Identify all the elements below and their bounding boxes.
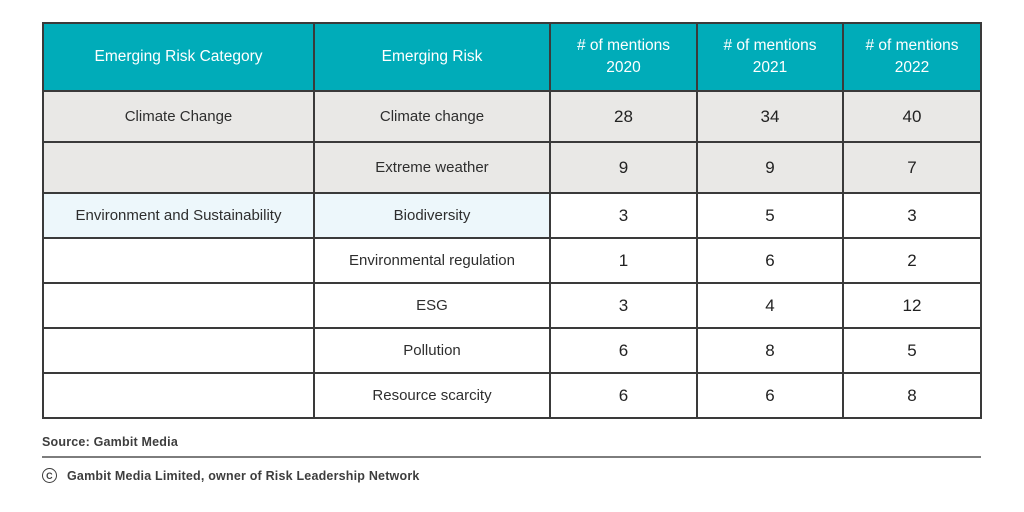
table-row-environmental-regulation: Environmental regulation 1 6 2 xyxy=(42,237,982,284)
risk-cell: Resource scarcity xyxy=(313,372,551,419)
category-cell: Climate Change xyxy=(42,90,315,143)
mentions-2022-cell: 2 xyxy=(842,237,982,284)
column-header-label: Emerging Risk Category xyxy=(94,48,263,65)
mentions-2020-cell: 9 xyxy=(549,141,698,194)
category-cell xyxy=(42,282,315,329)
mentions-2021-cell: 5 xyxy=(696,192,844,239)
copyright-icon: C xyxy=(42,468,57,483)
mentions-2021-cell: 6 xyxy=(696,372,844,419)
mentions-2020-cell: 3 xyxy=(549,282,698,329)
risk-cell: Pollution xyxy=(313,327,551,374)
table-row-climate-change: Climate Change Climate change 28 34 40 xyxy=(42,90,982,143)
column-header-label: # of mentions xyxy=(576,37,671,54)
table-row-pollution: Pollution 6 8 5 xyxy=(42,327,982,374)
mentions-2020-cell: 6 xyxy=(549,327,698,374)
category-cell xyxy=(42,141,315,194)
mentions-2021-cell: 6 xyxy=(696,237,844,284)
mentions-2022-cell: 5 xyxy=(842,327,982,374)
mentions-2021-cell: 9 xyxy=(696,141,844,194)
column-header-mentions-2021: # of mentions 2021 xyxy=(696,22,844,92)
mentions-2021-cell: 8 xyxy=(696,327,844,374)
mentions-2020-cell: 6 xyxy=(549,372,698,419)
divider-line xyxy=(42,456,981,458)
column-header-year: 2021 xyxy=(752,59,788,76)
column-header-label: Emerging Risk xyxy=(381,48,483,65)
mentions-2022-cell: 8 xyxy=(842,372,982,419)
mentions-2021-cell: 34 xyxy=(696,90,844,143)
table-row-esg: ESG 3 4 12 xyxy=(42,282,982,329)
mentions-2020-cell: 28 xyxy=(549,90,698,143)
mentions-2022-cell: 40 xyxy=(842,90,982,143)
column-header-mentions-2022: # of mentions 2022 xyxy=(842,22,982,92)
mentions-2022-cell: 12 xyxy=(842,282,982,329)
copyright-text: Gambit Media Limited, owner of Risk Lead… xyxy=(67,468,420,483)
column-header-year: 2022 xyxy=(894,59,930,76)
emerging-risks-table: Emerging Risk Category Emerging Risk # o… xyxy=(42,22,982,419)
mentions-2022-cell: 3 xyxy=(842,192,982,239)
risk-cell: ESG xyxy=(313,282,551,329)
category-cell xyxy=(42,327,315,374)
source-note: Source: Gambit Media xyxy=(42,435,178,449)
mentions-2022-cell: 7 xyxy=(842,141,982,194)
column-header-label: # of mentions xyxy=(723,37,817,54)
mentions-2020-cell: 1 xyxy=(549,237,698,284)
column-header-year: 2020 xyxy=(606,59,641,76)
table-header-row: Emerging Risk Category Emerging Risk # o… xyxy=(42,22,982,92)
mentions-2020-cell: 3 xyxy=(549,192,698,239)
table-row-resource-scarcity: Resource scarcity 6 6 8 xyxy=(42,372,982,419)
risk-cell: Climate change xyxy=(313,90,551,143)
column-header-category: Emerging Risk Category xyxy=(42,22,315,92)
column-header-risk: Emerging Risk xyxy=(313,22,551,92)
category-cell xyxy=(42,237,315,284)
category-cell xyxy=(42,372,315,419)
copyright-line: C Gambit Media Limited, owner of Risk Le… xyxy=(42,468,420,483)
mentions-2021-cell: 4 xyxy=(696,282,844,329)
column-header-mentions-2020: # of mentions 2020 xyxy=(549,22,698,92)
risk-cell: Extreme weather xyxy=(313,141,551,194)
risk-cell: Environmental regulation xyxy=(313,237,551,284)
risk-cell: Biodiversity xyxy=(313,192,551,239)
table-row-biodiversity: Environment and Sustainability Biodivers… xyxy=(42,192,982,239)
category-cell: Environment and Sustainability xyxy=(42,192,315,239)
table-row-extreme-weather: Extreme weather 9 9 7 xyxy=(42,141,982,194)
column-header-label: # of mentions xyxy=(865,37,959,54)
